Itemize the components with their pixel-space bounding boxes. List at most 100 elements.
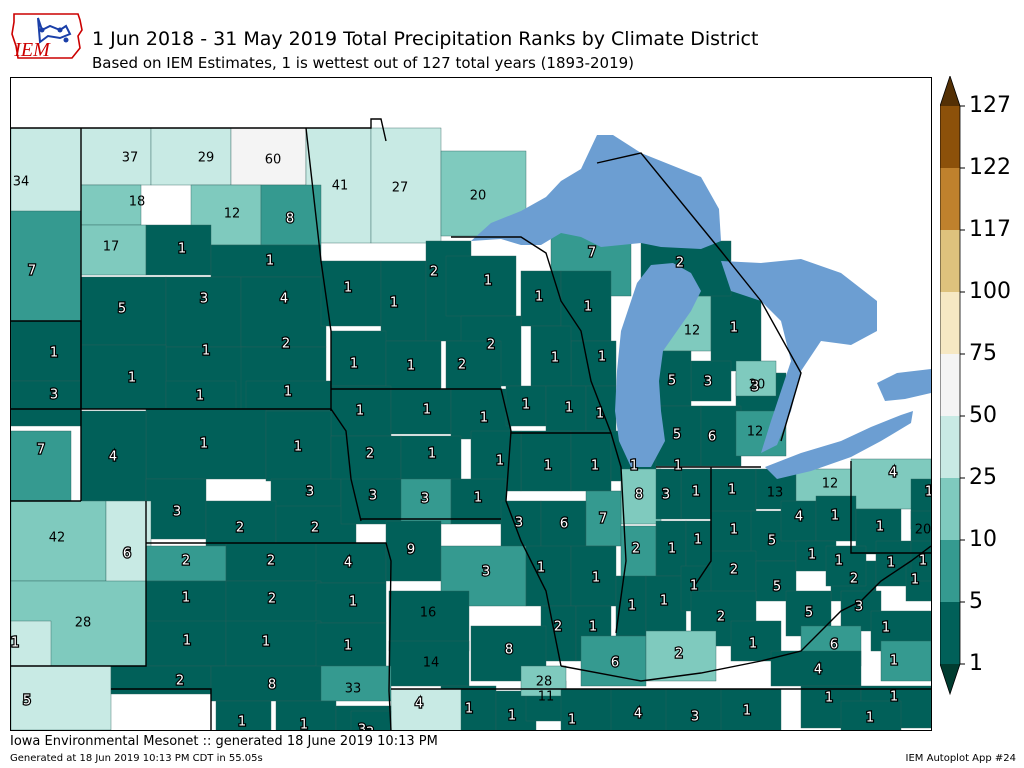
district-polygon <box>735 360 777 397</box>
state-border-line <box>146 542 392 730</box>
district-rank-label: 1 <box>925 485 931 500</box>
district-polygon <box>450 388 512 440</box>
district-rank-label: 1 <box>668 542 676 557</box>
district-polygon <box>655 468 682 520</box>
district-rank-label: 1 <box>300 718 308 731</box>
district-rank-label: 2 <box>282 337 290 352</box>
district-rank-label: 20 <box>470 189 487 204</box>
district-polygon <box>215 700 272 730</box>
state-border-line <box>596 152 802 442</box>
district-rank-label: 27 <box>392 181 409 196</box>
colorbar-band <box>940 478 960 540</box>
district-rank-label: 1 <box>592 571 600 586</box>
district-rank-label: 2 <box>850 572 858 587</box>
district-polygon <box>388 640 470 687</box>
colorbar-band <box>940 540 960 602</box>
district-rank-label: 3 <box>515 516 523 531</box>
lake-huron <box>721 259 877 453</box>
district-polygon <box>570 340 617 387</box>
district-rank-label: 1 <box>825 691 833 706</box>
district-polygon <box>380 260 427 342</box>
district-polygon <box>780 500 817 542</box>
colorbar-band <box>940 354 960 416</box>
state-border-line <box>305 127 332 411</box>
district-rank-label: 14 <box>423 656 440 671</box>
district-rank-label: 1 <box>630 459 638 474</box>
district-rank-label: 12 <box>224 207 241 222</box>
district-polygon <box>585 490 622 547</box>
district-rank-label: 1 <box>692 485 700 500</box>
district-rank-label: 13 <box>767 486 784 501</box>
district-polygon <box>570 430 612 492</box>
district-rank-label: 1 <box>344 639 352 654</box>
district-rank-label: 2 <box>182 554 190 569</box>
map-frame: 34 37 29 60 41 27 20 18 12 8 17 1 1 7 5 3 4 1 1 2 1 1 7 3 1 1 2 1 1 2… <box>10 77 932 731</box>
district-rank-label: 1 <box>876 520 884 535</box>
district-rank-label: 1 <box>196 389 204 404</box>
colorbar: 127 122 117 100 75 50 25 10 5 1 <box>940 76 1011 696</box>
colorbar-band <box>940 168 960 230</box>
state-border-line <box>11 408 362 522</box>
district-rank-label: 2 <box>458 358 466 373</box>
colorbar-band <box>940 602 960 664</box>
district-polygon <box>275 505 357 547</box>
district-polygon <box>385 520 442 582</box>
state-border-line <box>331 388 562 667</box>
district-rank-label: 3 <box>704 375 712 390</box>
district-rank-label: 3 <box>482 565 490 580</box>
district-rank-label: 6 <box>560 517 568 532</box>
state-border-line <box>560 545 931 682</box>
district-rank-label: 5 <box>805 606 813 621</box>
district-rank-label: 1 <box>200 437 208 452</box>
district-rank-label: 2 <box>675 647 683 662</box>
district-rank-label: 9 <box>407 543 415 558</box>
district-rank-label: 18 <box>129 195 146 210</box>
district-rank-label: 1 <box>344 281 352 296</box>
district-rank-label: 1 <box>890 654 898 669</box>
district-rank-label: 12 <box>684 324 701 339</box>
district-polygon <box>370 127 442 244</box>
state-border-line <box>11 320 82 409</box>
district-rank-label: 1 <box>535 290 543 305</box>
district-rank-label: 8 <box>505 643 513 658</box>
district-rank-label: 1 <box>202 344 210 359</box>
district-rank-label: 1 <box>11 636 19 651</box>
district-rank-label: 7 <box>37 443 45 458</box>
district-rank-label: 2 <box>676 256 684 271</box>
district-rank-label: 1 <box>182 591 190 606</box>
district-polygon <box>315 622 387 669</box>
district-polygon <box>520 430 572 492</box>
district-polygon <box>260 184 322 246</box>
district-rank-label: 3 <box>366 726 374 731</box>
district-polygons <box>11 127 931 730</box>
district-rank-label: 1 <box>262 635 270 650</box>
district-polygon <box>11 380 82 427</box>
district-rank-label: 1 <box>598 350 606 365</box>
district-rank-label: 3 <box>662 488 670 503</box>
lake-erie <box>765 411 913 479</box>
state-border-line <box>111 688 212 730</box>
district-rank-label: 7 <box>599 512 607 527</box>
map-title: 1 Jun 2018 - 31 May 2019 Total Precipita… <box>92 28 759 50</box>
district-rank-label: 29 <box>198 151 215 166</box>
district-rank-label: 1 <box>596 407 604 422</box>
colorbar-bottom-arrow <box>940 664 960 694</box>
district-rank-label: 1 <box>508 709 516 724</box>
footer-generated: Generated at 18 Jun 2019 10:13 PM CDT in… <box>10 753 263 764</box>
colorbar-band <box>940 230 960 292</box>
district-rank-label: 2 <box>487 338 495 353</box>
district-rank-label: 1 <box>349 595 357 610</box>
district-rank-label: 6 <box>830 638 838 653</box>
district-rank-label: 2 <box>366 447 374 462</box>
district-rank-label: 8 <box>268 678 276 693</box>
lake-michigan <box>615 263 701 467</box>
district-polygon <box>80 184 142 226</box>
district-rank-label: 2 <box>268 592 276 607</box>
district-rank-label: 41 <box>332 179 349 194</box>
district-polygon <box>210 244 322 278</box>
district-rank-label: 1 <box>544 459 552 474</box>
district-polygon <box>165 380 237 412</box>
district-polygon <box>880 640 931 682</box>
district-polygon <box>145 408 267 480</box>
footer-app-id: IEM Autoplot App #24 <box>905 753 1016 764</box>
